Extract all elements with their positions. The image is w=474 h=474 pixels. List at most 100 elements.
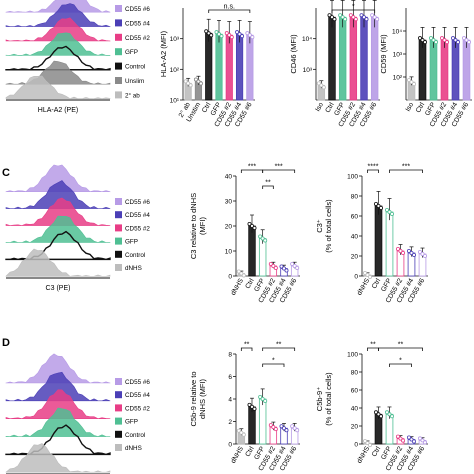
bar-c3pct-point-2-1 [387, 209, 392, 214]
bar-hla-xtick-label-2: Ctrl [201, 101, 213, 114]
bar-c3pct-point-1-2 [378, 205, 383, 210]
bar-c5b9pct-point-1-2 [378, 414, 383, 419]
bar-c3pct-point-1-0 [373, 201, 378, 206]
bar-hla-bar-5 [235, 33, 244, 101]
bar-c5b9pct-ylabel-1: (% of total cells) [324, 372, 333, 426]
hist-c-curve-1 [5, 180, 111, 209]
bar-cd59-point-2-2 [433, 40, 438, 45]
bar-c3-sig-2: ** [265, 180, 271, 187]
bar-hla-bar-3 [215, 33, 223, 101]
bar-c3pct-point-4-2 [411, 252, 416, 257]
hist-top-legend-label-4: Control [125, 64, 145, 71]
bar-c3-ytick-label-0: 0 [228, 274, 232, 281]
bar-hla-point-4-0 [224, 31, 229, 36]
bar-c5b9-group: 0 2 4 6 8 C5b-9 relative to dNHS (MFI) dNHS Ctrl… [189, 342, 300, 472]
bar-c5b9-bracket-0 [240, 347, 253, 351]
bar-hla-ylabel-0: HLA-A2 (MFI) [159, 30, 168, 77]
hist-top-legend-swatch-3 [115, 48, 122, 56]
hist-top-curve-5 [5, 60, 111, 85]
bar-c3-ytick-label-4: 40 [225, 174, 233, 181]
bar-c5b9pct-xtick-label-0: dNHS [356, 445, 371, 465]
bar-cd46-bar-3 [349, 16, 358, 101]
bar-c3pct-point-0-1 [365, 272, 370, 277]
bar-c5b9-ytick-label-1: 2 [228, 419, 232, 426]
bar-c3-point-1-2 [252, 225, 257, 230]
bar-cd46-point-5-0 [370, 13, 375, 18]
hist-top-legend-label-5: Unslim [125, 78, 144, 85]
bar-c5b9-bar-1 [248, 406, 256, 445]
bar-c5b9-point-4-2 [284, 428, 289, 433]
hist-d-curve-5 [5, 443, 111, 473]
bar-cd46-bar-5 [370, 16, 379, 101]
hist-c-legend-swatch-1 [115, 211, 122, 219]
bar-c5b9-point-4-1 [281, 426, 286, 431]
bar-c3-bracket-2 [262, 185, 274, 189]
bar-c5b9pct-sig-2: * [399, 358, 402, 365]
bar-c3pct-point-4-1 [409, 250, 414, 255]
bar-hla-point-5-0 [235, 30, 240, 35]
bar-c5b9-point-5-2 [295, 428, 300, 433]
bar-cd59-bar-2 [429, 39, 438, 101]
bar-c3-group: 0 10 20 30 40 C3 relative to dNHS (MFI) dNHS Ctr… [189, 164, 300, 304]
hist-top-group: CD55 #6 CD55 #4 CD55 #2 GFP Control Unslim 2° … [5, 0, 150, 114]
hist-top-legend-swatch-6 [115, 91, 122, 99]
bar-c5b9-ytick-label-3: 6 [228, 374, 232, 381]
bar-cd46-bar-4 [360, 16, 368, 101]
hist-d-curve-4 [5, 424, 111, 456]
bar-c5b9-point-5-1 [292, 426, 297, 431]
bar-cd59-point-4-2 [455, 40, 460, 45]
bar-hla-sig-0: n.s. [224, 4, 235, 11]
hist-c-legend-swatch-0 [115, 198, 122, 205]
bar-hla-bar-2 [205, 32, 213, 101]
bar-cd59-point-3-0 [439, 36, 444, 41]
bar-c3-point-5-1 [292, 263, 297, 268]
bar-c5b9-point-5-0 [290, 424, 295, 429]
bar-c3-point-3-0 [268, 261, 273, 266]
bar-c3-point-3-2 [273, 265, 278, 270]
bar-c3pct-point-3-0 [395, 246, 400, 251]
bar-c3pct-bar-2 [385, 211, 394, 277]
bar-c5b9-bracket-2 [262, 363, 285, 367]
hist-d-legend-label-3: GFP [125, 419, 138, 426]
hist-c-legend-label-2: CD55 #2 [125, 225, 150, 232]
bar-c5b9-bar-2 [258, 398, 267, 445]
bar-hla-point-6-2 [250, 35, 255, 40]
hist-d-legend-label-4: Control [125, 432, 145, 439]
bar-c5b9-point-1-1 [249, 404, 254, 409]
bar-hla-point-4-2 [229, 35, 234, 40]
bar-hla-point-3-0 [214, 30, 219, 35]
bar-cd59-point-4-0 [450, 36, 455, 41]
bar-c3pct-sig-1: *** [402, 164, 410, 171]
bar-c3-sig-0: *** [248, 164, 256, 171]
bar-c5b9-ylabel-0: C5b-9 relative to [189, 371, 198, 426]
bar-c5b9pct-bar-2 [385, 413, 394, 445]
bar-c5b9pct-point-3-1 [398, 436, 403, 441]
bar-c3-point-1-1 [249, 223, 254, 228]
bar-c5b9-xtick-label-1: Ctrl [244, 445, 256, 458]
bar-c3pct-point-3-2 [400, 250, 405, 255]
bar-cd46-point-3-0 [348, 13, 353, 18]
bar-cd46-point-1-1 [329, 15, 334, 20]
bar-c5b9pct-group: 0 20 40 60 80 100 C5b-9⁺ (% of total cells) dNHS… [315, 342, 428, 472]
bar-cd59-point-5-2 [466, 40, 471, 45]
bar-cd59-ytick-label-1: 10³ [393, 52, 403, 59]
bar-c3pct-point-0-2 [367, 274, 372, 279]
bar-c3-ytick-label-2: 20 [225, 224, 233, 231]
bar-c5b9pct-point-5-0 [417, 436, 422, 441]
bar-c3-point-0-2 [241, 273, 246, 278]
hist-c-curve-5 [5, 248, 111, 277]
hist-c-group: CD55 #6 CD55 #4 CD55 #2 GFP Control dNHS C3 (P… [5, 164, 150, 292]
hist-d-legend-swatch-4 [115, 430, 122, 438]
hist-c-legend-label-3: GFP [125, 239, 138, 246]
bar-c3pct-bracket-0 [367, 169, 379, 173]
bar-c3-point-3-1 [271, 263, 276, 268]
bar-c3-point-2-2 [263, 238, 268, 243]
bar-cd59-point-5-0 [461, 36, 466, 41]
bar-c3-bar-2 [258, 238, 267, 277]
bar-c5b9-point-2-2 [263, 398, 268, 403]
bar-c5b9-sig-1: ** [276, 342, 282, 349]
bar-cd59-point-0-0 [406, 78, 411, 83]
hist-d-curve-2 [5, 389, 111, 420]
